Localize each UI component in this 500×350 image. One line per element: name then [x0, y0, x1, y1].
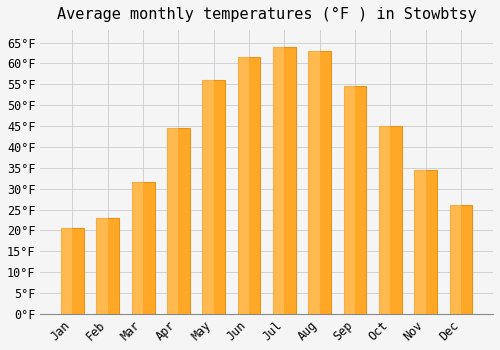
Bar: [273, 47, 296, 314]
Bar: [379, 126, 402, 314]
Bar: [61, 228, 72, 314]
Bar: [132, 182, 154, 314]
Bar: [344, 86, 366, 314]
Bar: [238, 57, 260, 314]
Bar: [450, 205, 472, 314]
Bar: [238, 57, 249, 314]
Title: Average monthly temperatures (°F ) in Stowbtsy: Average monthly temperatures (°F ) in St…: [57, 7, 476, 22]
Bar: [273, 47, 284, 314]
Bar: [450, 205, 461, 314]
Bar: [308, 51, 320, 314]
Bar: [414, 170, 426, 314]
Bar: [202, 80, 213, 314]
Bar: [167, 128, 178, 314]
Bar: [344, 86, 355, 314]
Bar: [96, 218, 119, 314]
Bar: [379, 126, 390, 314]
Bar: [167, 128, 190, 314]
Bar: [61, 228, 84, 314]
Bar: [414, 170, 437, 314]
Bar: [132, 182, 143, 314]
Bar: [96, 218, 108, 314]
Bar: [308, 51, 331, 314]
Bar: [202, 80, 225, 314]
